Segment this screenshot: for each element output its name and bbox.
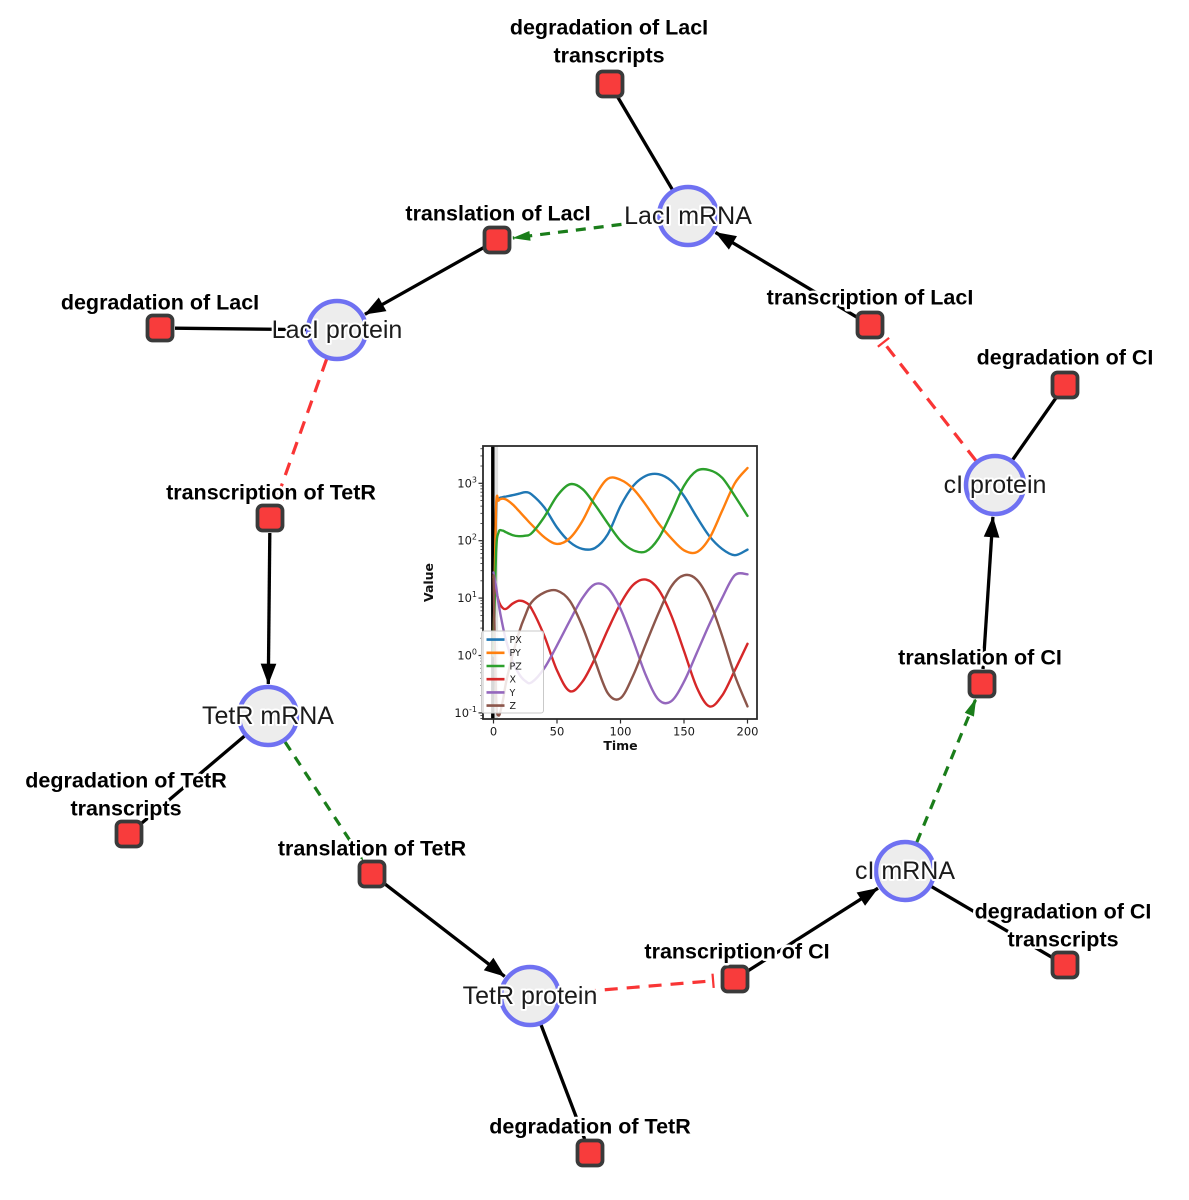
edge-inhibition-laci-protein-to-transcription-of-tetr xyxy=(270,358,329,501)
species-label-ci-protein: cI protein xyxy=(944,471,1047,499)
species-node-laci-mrna xyxy=(656,184,720,248)
edge-modifier-ci-mrna-to-translation-of-ci xyxy=(915,698,978,843)
reaction-node-transcription-of-ci xyxy=(720,964,750,994)
reaction-node-degradation-of-laci xyxy=(145,313,175,343)
y-axis-title: Value xyxy=(421,563,436,602)
reaction-label-transcription-of-ci: transcription of CI xyxy=(644,940,829,964)
edge-inhibition-tetr-protein-to-transcription-of-ci xyxy=(560,973,715,995)
series-line-py xyxy=(492,466,749,657)
reaction-node-degradation-of-ci-transcripts xyxy=(1050,950,1080,980)
edge-modifier-tetr-mrna-to-translation-of-tetr xyxy=(283,741,365,862)
species-node-ci-protein xyxy=(963,453,1027,517)
reaction-label-translation-of-tetr: translation of TetR xyxy=(278,837,467,861)
species-label-laci-protein: LacI protein xyxy=(272,316,403,344)
edge-production-transcription-of-tetr-to-tetr-mrna xyxy=(260,532,277,685)
x-tick-label: 200 xyxy=(737,725,759,739)
labels-layer: degradation of LacI transcripts translatio… xyxy=(23,13,1156,1141)
reaction-label-degradation-of-tetr: degradation of TetR xyxy=(489,1115,691,1139)
reaction-label-translation-of-laci: translation of LacI xyxy=(405,202,590,226)
reaction-node-translation-of-ci xyxy=(967,669,997,699)
reaction-node-degradation-of-ci xyxy=(1050,370,1080,400)
plot-legend: PX PY PZ XYZ xyxy=(481,630,544,714)
reaction-node-degradation-of-laci-transcripts xyxy=(595,69,625,99)
reaction-label-transcription-of-tetr: transcription of TetR xyxy=(166,481,376,505)
nodes-layer xyxy=(114,69,1080,1168)
timecourse-plot: 0 50 100 150 200Time10-1100101102103ValuePXP… xyxy=(413,436,772,769)
x-tick-label: 150 xyxy=(673,725,695,739)
species-node-laci-protein xyxy=(305,298,369,362)
reaction-label-degradation-of-ci: degradation of CI xyxy=(977,346,1154,370)
x-tick-label: 100 xyxy=(610,725,632,739)
legend-label-y: Y xyxy=(509,688,516,699)
reaction-label-degradation-of-tetr-transcripts-line2: transcripts xyxy=(70,797,181,821)
reaction-label-transcription-of-laci: transcription of LacI xyxy=(767,286,974,310)
species-node-ci-mrna xyxy=(873,839,937,903)
reaction-node-transcription-of-tetr xyxy=(255,503,285,533)
reaction-label-degradation-of-laci: degradation of LacI xyxy=(61,291,259,315)
species-label-laci-mrna: LacI mRNA xyxy=(624,202,752,230)
reaction-node-translation-of-laci xyxy=(482,225,512,255)
reaction-node-translation-of-tetr xyxy=(357,859,387,889)
edges-layer xyxy=(139,96,1058,1140)
x-tick-label: 50 xyxy=(550,725,565,739)
x-tick-label: 0 xyxy=(490,725,497,739)
edge-consumption-laci-mrna-to-degradation-of-laci-transcripts xyxy=(616,96,674,191)
edge-production-translation-of-ci-to-ci-protein xyxy=(981,516,1000,670)
edge-consumption-ci-protein-to-degradation-of-ci xyxy=(1011,396,1058,461)
series-line-x xyxy=(492,576,749,708)
edge-production-translation-of-laci-to-laci-protein xyxy=(364,245,485,316)
edge-inhibition-ci-protein-to-transcription-of-laci xyxy=(877,337,978,462)
species-label-ci-mrna: cI mRNA xyxy=(855,857,955,885)
edge-consumption-laci-protein-to-degradation-of-laci xyxy=(174,326,307,332)
legend-label-px: PX xyxy=(510,635,523,646)
reaction-node-degradation-of-tetr-transcripts xyxy=(114,819,144,849)
reaction-label-translation-of-ci: translation of CI xyxy=(898,646,1062,670)
reaction-label-degradation-of-ci-transcripts-line1: degradation of CI xyxy=(975,900,1152,924)
species-node-tetr-mrna xyxy=(236,684,300,748)
edge-production-translation-of-tetr-to-tetr-protein xyxy=(382,881,506,978)
reaction-label-degradation-of-ci-transcripts-line2: transcripts xyxy=(1007,928,1118,952)
reaction-label-degradation-of-laci-transcripts-line1: degradation of LacI xyxy=(510,16,708,40)
edge-consumption-tetr-mrna-to-degradation-of-tetr-transcripts xyxy=(139,734,246,826)
series-line-pz xyxy=(492,467,749,657)
edge-consumption-tetr-protein-to-degradation-of-tetr xyxy=(539,1024,587,1140)
species-node-tetr-protein xyxy=(498,964,562,1028)
plot-background xyxy=(413,436,772,769)
legend-label-py: PY xyxy=(510,648,522,659)
legend-label-pz: PZ xyxy=(510,661,523,672)
reaction-label-degradation-of-tetr-transcripts-line1: degradation of TetR xyxy=(25,769,227,793)
edge-consumption-ci-mrna-to-degradation-of-ci-transcripts xyxy=(930,885,1053,959)
series-line-px xyxy=(492,472,749,657)
reaction-node-transcription-of-laci xyxy=(855,310,885,340)
legend-label-x: X xyxy=(510,675,517,686)
edge-production-transcription-of-ci-to-ci-mrna xyxy=(746,886,879,973)
reaction-label-degradation-of-laci-transcripts-line2: transcripts xyxy=(553,44,664,68)
x-axis-title: Time xyxy=(603,738,637,753)
edge-production-transcription-of-laci-to-laci-mrna xyxy=(714,230,858,319)
species-label-tetr-protein: TetR protein xyxy=(463,982,598,1010)
species-label-tetr-mrna: TetR mRNA xyxy=(202,702,334,730)
legend-label-z: Z xyxy=(510,701,517,712)
reaction-node-degradation-of-tetr xyxy=(575,1138,605,1168)
edge-modifier-laci-mrna-to-translation-of-laci xyxy=(512,218,658,241)
